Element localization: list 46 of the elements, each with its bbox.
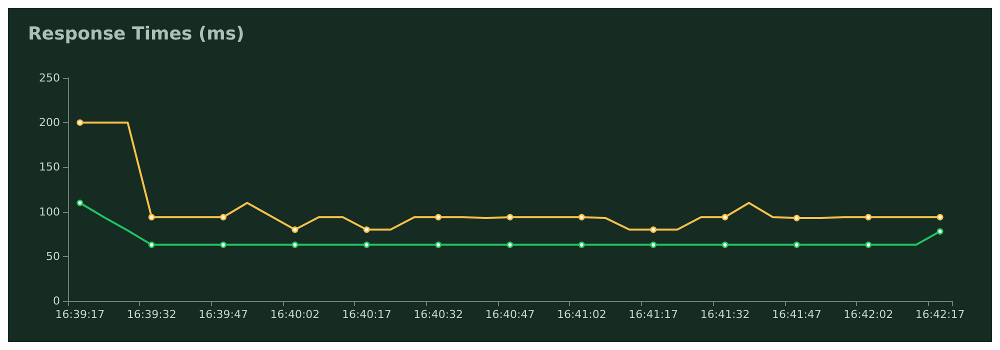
- x-tick-label: 16:41:32: [700, 308, 750, 321]
- x-tick-label: 16:42:17: [915, 308, 965, 321]
- chart-title: Response Times (ms): [28, 24, 244, 44]
- x-tick-label: 16:39:17: [55, 308, 105, 321]
- x-tick-label: 16:40:32: [414, 308, 464, 321]
- point: [292, 242, 298, 248]
- x-tick-label: 16:41:17: [628, 308, 678, 321]
- point: [650, 242, 657, 248]
- point: [76, 119, 84, 126]
- point: [865, 242, 872, 248]
- point: [363, 226, 370, 233]
- y-tick-label: 50: [46, 250, 60, 263]
- y-tick-label: 200: [39, 116, 60, 130]
- point: [220, 242, 227, 248]
- point: [578, 214, 585, 220]
- point: [793, 242, 800, 248]
- point: [578, 242, 585, 248]
- point: [292, 226, 298, 233]
- point: [148, 214, 155, 220]
- point: [936, 228, 944, 235]
- point: [865, 214, 872, 220]
- x-tick-label: 16:41:02: [556, 308, 606, 321]
- x-tick-label: 16:40:47: [485, 308, 535, 321]
- y-tick-label: 250: [39, 72, 60, 84]
- y-tick-label: 100: [39, 205, 60, 218]
- x-tick-label: 16:40:02: [270, 308, 320, 321]
- point: [722, 242, 728, 248]
- point: [506, 214, 514, 220]
- x-tick-label: 16:42:02: [844, 308, 894, 321]
- point: [363, 242, 370, 248]
- y-tick-label: 150: [39, 160, 60, 174]
- point: [435, 214, 442, 220]
- point: [936, 214, 944, 220]
- x-tick-label: 16:40:17: [342, 308, 392, 321]
- x-tick-label: 16:41:47: [772, 308, 822, 321]
- y-tick-label: 0: [53, 294, 60, 308]
- point: [76, 200, 84, 206]
- point: [435, 242, 442, 248]
- point: [220, 214, 227, 220]
- point: [650, 226, 657, 233]
- point: [506, 242, 514, 248]
- point: [722, 214, 728, 220]
- point: [148, 242, 155, 248]
- x-tick-label: 16:39:32: [126, 308, 176, 321]
- x-tick-label: 16:39:47: [198, 308, 248, 321]
- point: [793, 214, 800, 222]
